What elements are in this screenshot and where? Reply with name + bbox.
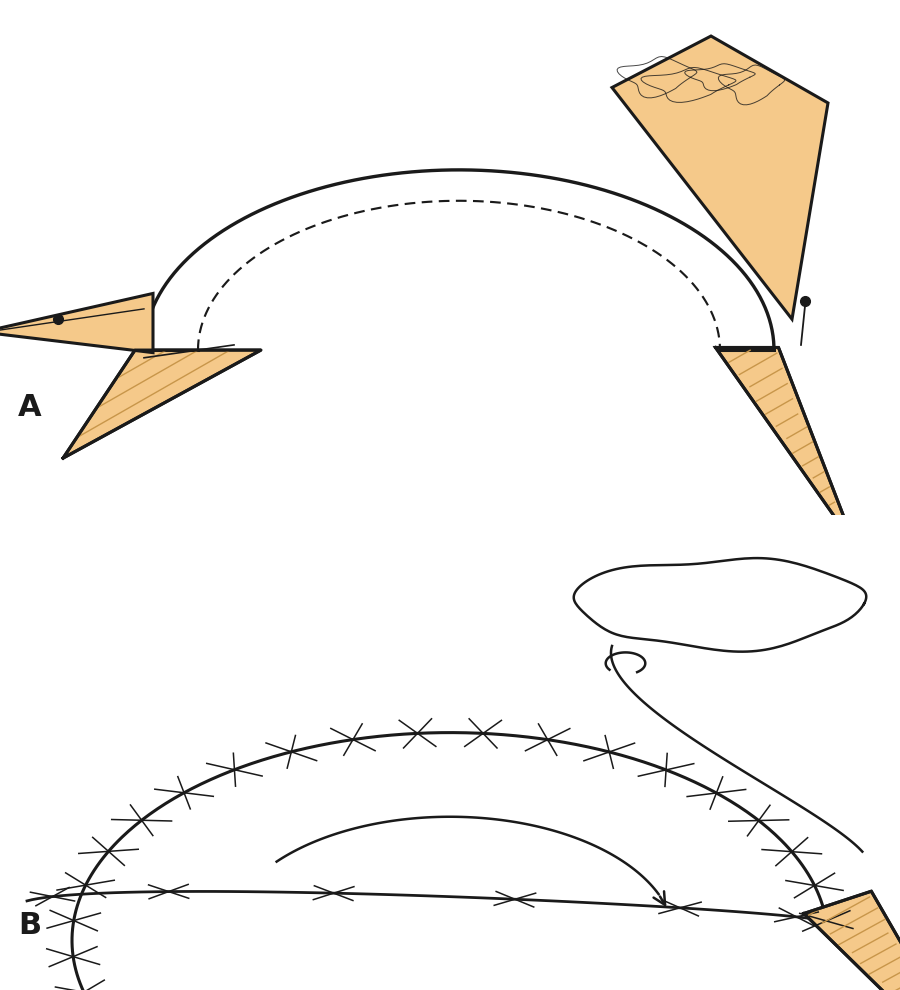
- Text: A: A: [18, 393, 41, 422]
- Text: B: B: [18, 912, 41, 940]
- Polygon shape: [144, 170, 774, 350]
- Polygon shape: [716, 347, 855, 545]
- Polygon shape: [0, 293, 153, 352]
- Polygon shape: [63, 350, 261, 458]
- Polygon shape: [612, 36, 828, 319]
- Polygon shape: [804, 891, 900, 990]
